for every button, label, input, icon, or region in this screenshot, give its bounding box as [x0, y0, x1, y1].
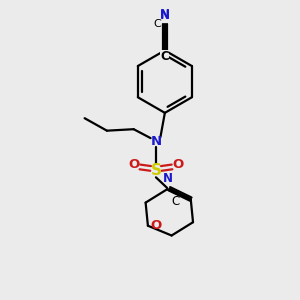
Text: N: N	[160, 8, 170, 21]
Text: N: N	[150, 135, 161, 148]
Text: C: C	[172, 195, 180, 208]
Text: S: S	[150, 163, 161, 178]
Text: N: N	[160, 9, 170, 22]
Text: N: N	[163, 172, 173, 185]
Text: C: C	[154, 19, 161, 29]
Text: O: O	[128, 158, 140, 171]
Text: O: O	[172, 158, 184, 171]
Text: O: O	[151, 219, 162, 232]
Text: C: C	[160, 50, 169, 63]
